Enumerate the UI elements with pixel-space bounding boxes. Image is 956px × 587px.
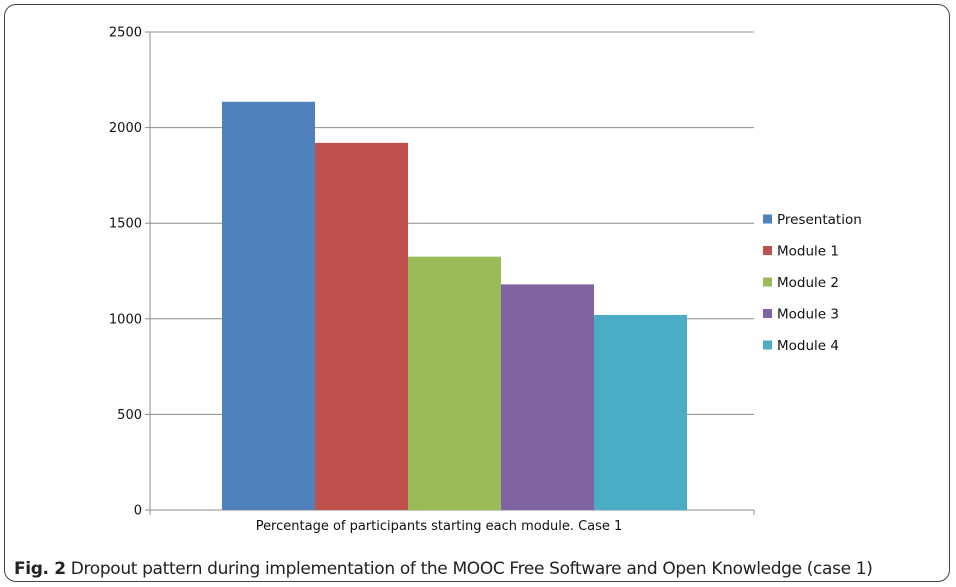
legend-label: Module 3 [777,307,839,323]
figure-frame [4,4,950,582]
y-tick-label: 2000 [109,121,142,136]
bar-presentation [222,101,315,511]
bar-module-1 [315,142,408,510]
bars [222,101,687,511]
y-tick-label: 1000 [109,312,142,327]
caption-text: Dropout pattern during implementation of… [65,559,873,579]
caption-label: Fig. 2 [14,559,66,579]
legend: Presentation Module 1 Module 2 Module 3 Modu… [763,212,862,354]
legend-swatch [763,246,772,255]
legend-label: Module 2 [777,275,839,291]
y-tick-label: 500 [117,408,142,423]
legend-label: Module 1 [777,244,839,260]
legend-label: Module 4 [777,338,839,354]
y-tick-label: 1500 [109,217,142,232]
y-tick-label: 0 [134,504,142,519]
legend-swatch [763,340,772,350]
legend-swatch [763,309,772,318]
legend-label: Presentation [777,212,862,228]
bar-module-2 [408,256,501,510]
x-axis-label: Percentage of participants starting each… [256,519,623,534]
figure-caption: Fig. 2 Dropout pattern during implementa… [14,559,944,579]
legend-swatch [763,277,772,287]
bar-module-4 [594,314,687,510]
legend-swatch [763,214,772,224]
bar-module-3 [501,284,594,510]
y-tick-label: 2500 [109,26,142,41]
